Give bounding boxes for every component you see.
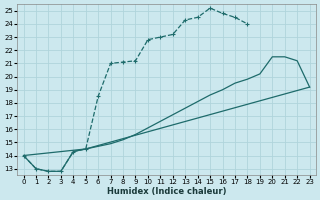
X-axis label: Humidex (Indice chaleur): Humidex (Indice chaleur) [107,187,226,196]
